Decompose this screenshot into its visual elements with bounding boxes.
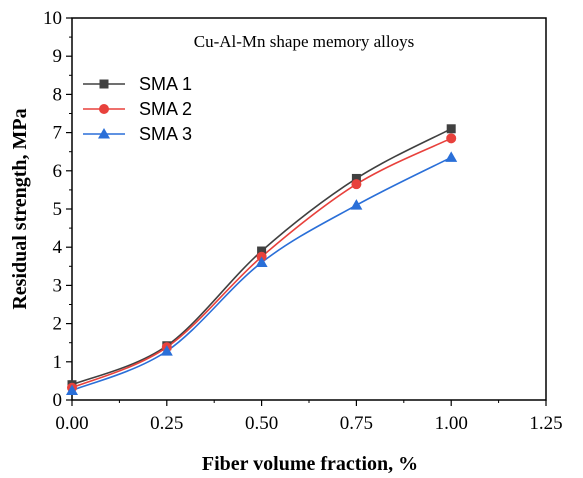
y-tick-label: 7 xyxy=(53,123,63,144)
legend-marker xyxy=(99,104,109,114)
x-tick-label: 1.25 xyxy=(529,413,562,434)
y-tick-label: 5 xyxy=(53,199,63,220)
legend-marker xyxy=(98,128,110,139)
legend-label: SMA 1 xyxy=(139,74,192,94)
data-point-sma-3 xyxy=(66,384,78,395)
x-tick-label: 0.25 xyxy=(150,413,183,434)
legend: SMA 1 SMA 2 SMA 3 xyxy=(83,74,192,144)
data-point-sma-3 xyxy=(255,256,268,267)
x-tick-label: 1.00 xyxy=(435,413,468,434)
y-tick-label: 9 xyxy=(53,46,63,67)
y-tick-label: 1 xyxy=(53,352,63,373)
y-axis-title: Residual strength, MPa xyxy=(9,108,31,309)
legend-label: SMA 3 xyxy=(139,124,192,144)
data-point-sma-3 xyxy=(160,345,173,356)
y-tick-label: 3 xyxy=(53,275,63,296)
data-point-sma-3 xyxy=(350,199,363,210)
data-point-sma-3 xyxy=(445,151,458,162)
y-tick-label: 8 xyxy=(53,84,63,105)
plot-area: 0 1 2 3 4 5 6 7 8 9 10 0.00 0.25 0.50 0.75 1.00 1.25 xyxy=(43,8,563,434)
y-tick-label: 0 xyxy=(53,390,63,411)
x-tick-label: 0.50 xyxy=(245,413,278,434)
x-tick-label: 0.00 xyxy=(55,413,88,434)
chart-annotation: Cu-Al-Mn shape memory alloys xyxy=(194,32,415,51)
y-tick-label: 10 xyxy=(43,8,62,29)
x-axis-title: Fiber volume fraction, % xyxy=(202,453,418,475)
y-tick-label: 6 xyxy=(53,161,63,182)
x-tick-label: 0.75 xyxy=(340,413,373,434)
data-point-sma-1 xyxy=(351,173,361,183)
series-line-sma-3 xyxy=(71,156,452,392)
legend-label: SMA 2 xyxy=(139,99,192,119)
data-point-sma-1 xyxy=(446,124,456,134)
y-tick-label: 4 xyxy=(53,237,63,258)
data-point-sma-2 xyxy=(351,179,362,190)
legend-marker xyxy=(99,79,109,89)
y-axis-ticks: 0 1 2 3 4 5 6 7 8 9 10 xyxy=(43,8,72,411)
y-tick-label: 2 xyxy=(53,314,63,335)
data-point-sma-1 xyxy=(257,246,267,256)
x-axis-ticks: 0.00 0.25 0.50 0.75 1.00 1.25 xyxy=(55,400,563,434)
series-markers xyxy=(66,124,458,395)
data-point-sma-2 xyxy=(446,133,457,144)
